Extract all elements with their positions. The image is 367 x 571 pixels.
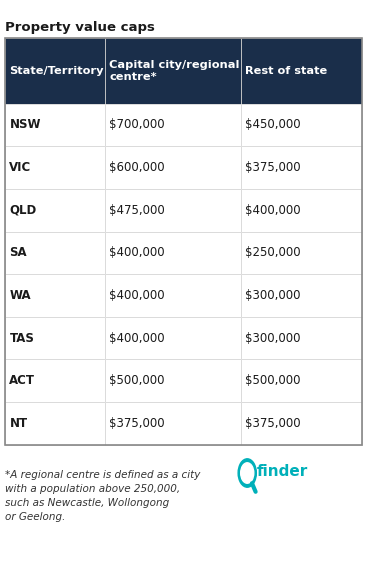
- Text: *A regional centre is defined as a city
with a population above 250,000,
such as: *A regional centre is defined as a city …: [5, 470, 200, 522]
- Bar: [105, 231, 241, 274]
- Circle shape: [238, 459, 256, 487]
- Text: $400,000: $400,000: [245, 204, 301, 217]
- Bar: [241, 317, 362, 359]
- Text: WA: WA: [10, 289, 31, 302]
- Bar: [105, 274, 241, 317]
- Bar: [241, 231, 362, 274]
- Bar: [5, 38, 105, 104]
- Bar: [5, 274, 105, 317]
- Bar: [241, 189, 362, 231]
- Text: TAS: TAS: [10, 332, 34, 344]
- Bar: [5, 38, 105, 104]
- Bar: [241, 38, 362, 104]
- Text: $500,000: $500,000: [109, 374, 165, 387]
- Bar: [105, 189, 241, 231]
- Text: State/Territory: State/Territory: [10, 66, 104, 76]
- Bar: [105, 359, 241, 402]
- Bar: [5, 146, 105, 189]
- Bar: [241, 359, 362, 402]
- Bar: [105, 104, 241, 146]
- Bar: [105, 189, 241, 231]
- Bar: [5, 274, 105, 317]
- Bar: [105, 38, 241, 104]
- Text: VIC: VIC: [10, 161, 32, 174]
- Bar: [241, 104, 362, 146]
- Bar: [241, 317, 362, 359]
- Bar: [241, 231, 362, 274]
- Bar: [105, 274, 241, 317]
- Bar: [5, 359, 105, 402]
- Text: $475,000: $475,000: [109, 204, 165, 217]
- Bar: [105, 359, 241, 402]
- Bar: [5, 189, 105, 231]
- Bar: [241, 402, 362, 445]
- Text: QLD: QLD: [10, 204, 37, 217]
- Text: $375,000: $375,000: [109, 417, 165, 430]
- Text: $400,000: $400,000: [109, 289, 165, 302]
- Text: SA: SA: [10, 246, 27, 259]
- Bar: [241, 274, 362, 317]
- Text: $400,000: $400,000: [109, 246, 165, 259]
- Bar: [105, 104, 241, 146]
- Text: $400,000: $400,000: [109, 332, 165, 344]
- Bar: [241, 189, 362, 231]
- Bar: [105, 402, 241, 445]
- Text: $500,000: $500,000: [245, 374, 301, 387]
- Bar: [105, 146, 241, 189]
- Bar: [5, 317, 105, 359]
- Bar: [105, 146, 241, 189]
- Text: Capital city/regional
centre*: Capital city/regional centre*: [109, 60, 240, 82]
- Text: $300,000: $300,000: [245, 289, 301, 302]
- Bar: [5, 231, 105, 274]
- Bar: [105, 231, 241, 274]
- Text: Rest of state: Rest of state: [245, 66, 327, 76]
- Bar: [241, 104, 362, 146]
- Bar: [5, 189, 105, 231]
- Text: $375,000: $375,000: [245, 161, 301, 174]
- Circle shape: [241, 463, 254, 483]
- Text: $300,000: $300,000: [245, 332, 301, 344]
- Text: $450,000: $450,000: [245, 118, 301, 131]
- Bar: [5, 402, 105, 445]
- Text: NSW: NSW: [10, 118, 41, 131]
- Bar: [241, 274, 362, 317]
- Bar: [5, 38, 362, 445]
- Bar: [105, 317, 241, 359]
- Bar: [241, 359, 362, 402]
- Bar: [105, 317, 241, 359]
- Bar: [241, 38, 362, 104]
- Text: $375,000: $375,000: [245, 417, 301, 430]
- Text: finder: finder: [256, 464, 308, 480]
- Text: Property value caps: Property value caps: [5, 21, 155, 34]
- Text: $600,000: $600,000: [109, 161, 165, 174]
- Bar: [105, 402, 241, 445]
- Bar: [5, 402, 105, 445]
- Text: $700,000: $700,000: [109, 118, 165, 131]
- Bar: [241, 402, 362, 445]
- Text: ACT: ACT: [10, 374, 35, 387]
- Bar: [5, 104, 105, 146]
- Bar: [5, 231, 105, 274]
- Bar: [5, 104, 105, 146]
- Bar: [5, 317, 105, 359]
- Bar: [105, 38, 241, 104]
- Bar: [5, 359, 105, 402]
- Text: NT: NT: [10, 417, 28, 430]
- Bar: [5, 146, 105, 189]
- Text: $250,000: $250,000: [245, 246, 301, 259]
- Bar: [241, 146, 362, 189]
- Bar: [241, 146, 362, 189]
